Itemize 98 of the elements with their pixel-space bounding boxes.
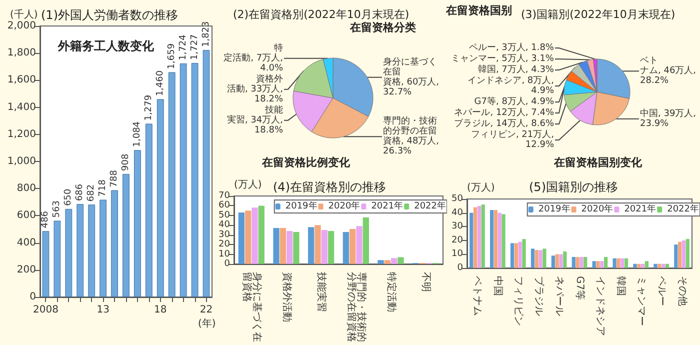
data-label: 788: [110, 170, 120, 188]
data-label: 1,823: [201, 21, 212, 47]
y-tick-label: 20: [218, 240, 230, 250]
y-axis-title: (千人): [10, 8, 38, 20]
legend-label: 2021年: [371, 200, 404, 212]
x-tick-label: 身分に基づく在留資格: [240, 272, 263, 342]
y-tick-label: 50: [452, 194, 464, 204]
x-tick-label: 資格外活動: [280, 272, 293, 322]
y-tick-label: 10: [218, 249, 230, 260]
legend-label: 2019年: [538, 204, 570, 214]
y-tick-label: 30: [218, 230, 230, 240]
x-tick-label: 22: [200, 304, 213, 316]
data-label: 1,727: [190, 34, 200, 60]
y-tick-label: 600: [16, 210, 36, 222]
text: 在留资格分类: [349, 21, 416, 34]
x-tick-label: ネパール: [554, 276, 565, 316]
y-tick-label: 0: [224, 259, 230, 269]
x-tick-label: 専門的・技術的分野の在留資格: [345, 272, 368, 342]
legend-label: 2019年: [285, 200, 318, 212]
x-tick-label: その他: [676, 276, 688, 306]
y-tick-label: 60: [218, 200, 230, 211]
x-tick-label: 2008: [33, 304, 58, 316]
chart-title: (4)在留資格別の推移: [273, 180, 386, 194]
slice-label: ミャンマー, 5万人, 3.1%: [450, 53, 554, 64]
y-tick-label: 1,000: [7, 156, 36, 167]
chart-title: (3)国籍別(2022年10月末現在): [521, 8, 676, 21]
data-label: 1,279: [144, 94, 154, 121]
legend-label: 2021年: [624, 204, 656, 214]
x-tick-label: ペルー: [656, 276, 667, 306]
x-tick-label: インドネシア: [594, 276, 606, 336]
y-tick-label: 800: [16, 183, 36, 194]
x-axis-title: (年): [198, 318, 216, 330]
data-label: 1,084: [132, 121, 142, 148]
x-tick-label: ミャンマー: [635, 276, 646, 326]
y-tick-label: 1,200: [7, 128, 36, 140]
slice-label: ペルー, 3万人, 1.8%: [468, 42, 554, 53]
slice-label: G7等, 8万人, 4.9%: [474, 96, 554, 107]
data-label: 908: [121, 154, 131, 171]
legend-label: 2020年: [328, 200, 360, 212]
slice-label: 特定活動, 7万人, 4.0%: [224, 42, 284, 74]
data-label: 682: [86, 184, 97, 202]
text: 在留资格比例变化: [261, 156, 351, 169]
slice-label: フィリピン, 21万人, 12.9%: [470, 129, 554, 150]
data-label: 1,659: [166, 43, 177, 70]
y-tick-label: 1,400: [7, 102, 36, 113]
slice-label: インドネシア, 8万人, 4.9%: [468, 75, 554, 96]
y-tick-label: 200: [16, 264, 36, 276]
data-label: 1,724: [178, 34, 188, 60]
data-label: 686: [75, 184, 86, 202]
y-tick-label: 0: [457, 263, 464, 273]
y-tick-label: 40: [218, 220, 230, 230]
x-tick-label: 18: [154, 304, 167, 316]
y-tick-label: 20: [452, 235, 464, 246]
y-tick-label: 1,600: [7, 74, 36, 86]
chart-title: (2)在留資格別(2022年10月末現在): [233, 8, 410, 21]
y-tick-label: 70: [218, 191, 230, 201]
chart-title: (5)国籍別の推移: [529, 180, 618, 194]
slice-label: 身分に基づく在留資格, 60万人, 32.7%: [383, 56, 440, 98]
slice-label: ネパール, 12万人, 7.4%: [454, 107, 554, 118]
y-tick-label: 2,000: [7, 20, 36, 32]
y-tick-label: 10: [452, 249, 464, 260]
slice-label: 専門的・技術的分野の在留資格, 48万人, 26.3%: [383, 116, 440, 157]
legend-label: 2022年: [414, 200, 446, 212]
data-label: 486: [40, 210, 51, 228]
slice-label: 中国, 39万人, 23.9%: [640, 108, 696, 129]
y-axis-title: (万人): [234, 180, 262, 190]
x-tick-label: 特定活動: [385, 272, 398, 312]
legend-label: 2020年: [581, 204, 614, 214]
x-tick-label: 13: [96, 304, 110, 316]
y-tick-label: 30: [452, 222, 464, 232]
slice-label: 資格外活動, 33万人, 18.2%: [226, 73, 284, 104]
x-tick-label: 不明: [420, 272, 432, 292]
text: 在留资格国别: [445, 4, 512, 17]
y-tick-label: 1,800: [7, 48, 36, 59]
y-tick-label: 40: [452, 208, 464, 218]
x-tick-label: G7等: [574, 276, 586, 300]
x-tick-label: ブラジル: [533, 276, 546, 316]
text: 在留资格国别变化: [553, 156, 643, 169]
y-tick-label: 50: [218, 210, 230, 220]
x-tick-label: 中国: [492, 276, 504, 296]
y-axis-title: (万人): [467, 182, 495, 194]
data-label: 718: [98, 179, 108, 197]
annotation: 外籍务工人数变化: [57, 39, 155, 53]
y-tick-label: 400: [16, 237, 36, 248]
x-tick-label: 韓国: [614, 276, 627, 296]
data-label: 563: [52, 200, 62, 218]
x-tick-label: フィリピン: [512, 276, 524, 326]
data-label: 650: [64, 188, 74, 206]
x-tick-label: 技能実習: [316, 271, 328, 312]
slice-label: 韓国, 7万人, 4.3%: [478, 64, 554, 75]
data-label: 1,460: [155, 70, 166, 96]
legend-label: 2022年: [667, 204, 699, 214]
slice-label: 技能実習, 34万人, 18.8%: [226, 104, 284, 136]
chart-title: (1)外国人労働者数の推移: [41, 8, 178, 22]
y-tick-label: 0: [30, 292, 36, 302]
slice-label: ベトナム, 46万人, 28.2%: [640, 56, 696, 86]
slice-label: ブラジル, 14万人, 8.6%: [454, 118, 554, 129]
x-tick-label: ベトナム: [472, 276, 483, 316]
